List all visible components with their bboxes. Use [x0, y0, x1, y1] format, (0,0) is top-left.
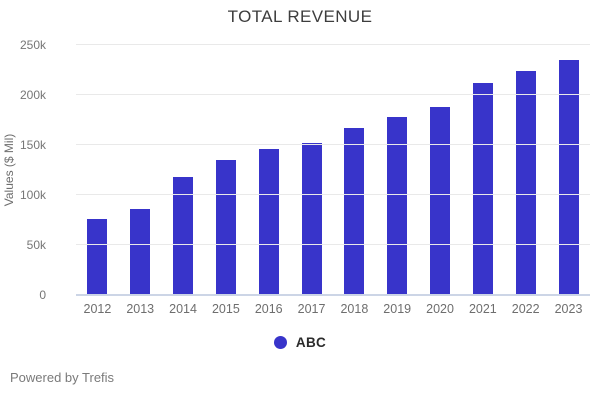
bar-column [76, 45, 119, 295]
bar-column [119, 45, 162, 295]
x-tick-label: 2018 [340, 302, 369, 316]
bar-2012[interactable] [87, 219, 108, 295]
gridline [76, 44, 590, 45]
bar-column [461, 45, 504, 295]
y-tick-label: 0 [39, 288, 46, 302]
x-tick-label: 2014 [169, 302, 197, 316]
x-tick-label: 2015 [211, 302, 240, 316]
y-tick-label: 50k [26, 238, 46, 252]
bar-column [204, 45, 247, 295]
x-tick-label: 2022 [511, 302, 540, 316]
x-tick-label: 2016 [254, 302, 283, 316]
gridline [76, 244, 590, 245]
chart-title: TOTAL REVENUE [227, 7, 373, 26]
gridline [76, 94, 590, 95]
x-tick-label: 2019 [383, 302, 412, 316]
gridline [76, 194, 590, 195]
bar-2019[interactable] [387, 117, 408, 295]
bar-2014[interactable] [173, 177, 194, 295]
bar-2016[interactable] [258, 149, 279, 295]
y-tick-label: 200k [19, 88, 46, 102]
x-tick-label: 2021 [468, 302, 497, 316]
legend-label: ABC [295, 335, 327, 350]
bar-column [376, 45, 419, 295]
bar-column [419, 45, 462, 295]
x-axis-line [76, 294, 590, 296]
x-tick-label: 2020 [426, 302, 454, 316]
bar-2020[interactable] [430, 107, 451, 295]
powered-by-text: Powered by Trefis [10, 370, 115, 385]
bar-column [247, 45, 290, 295]
legend-marker-icon [273, 336, 287, 349]
bar-column [547, 45, 590, 295]
gridline [76, 144, 590, 145]
bar-2018[interactable] [344, 128, 365, 295]
bar-2022[interactable] [515, 71, 536, 295]
bar-2021[interactable] [472, 83, 493, 295]
x-axis-ticks: 2012 2013 2014 2015 2016 2017 2018 2019 2020 2021… [76, 302, 590, 316]
bar-2015[interactable] [215, 160, 236, 295]
x-tick-label: 2023 [554, 302, 583, 316]
x-tick-label: 2017 [297, 302, 326, 316]
y-axis-ticks: 0 50k 100k 150k 200k 250k [0, 38, 60, 302]
bar-column [290, 45, 333, 295]
x-tick-label: 2013 [126, 302, 155, 316]
y-tick-label: 100k [19, 188, 46, 202]
bar-2023[interactable] [558, 60, 579, 295]
plot-area [76, 44, 590, 296]
bar-column [162, 45, 205, 295]
bar-2013[interactable] [130, 209, 151, 295]
bars [76, 45, 590, 295]
x-tick-label: 2012 [83, 302, 112, 316]
legend: ABC [0, 335, 600, 350]
y-tick-label: 150k [19, 138, 46, 152]
bar-column [333, 45, 376, 295]
y-tick-label: 250k [19, 38, 46, 52]
bar-column [504, 45, 547, 295]
bar-2017[interactable] [301, 143, 322, 295]
